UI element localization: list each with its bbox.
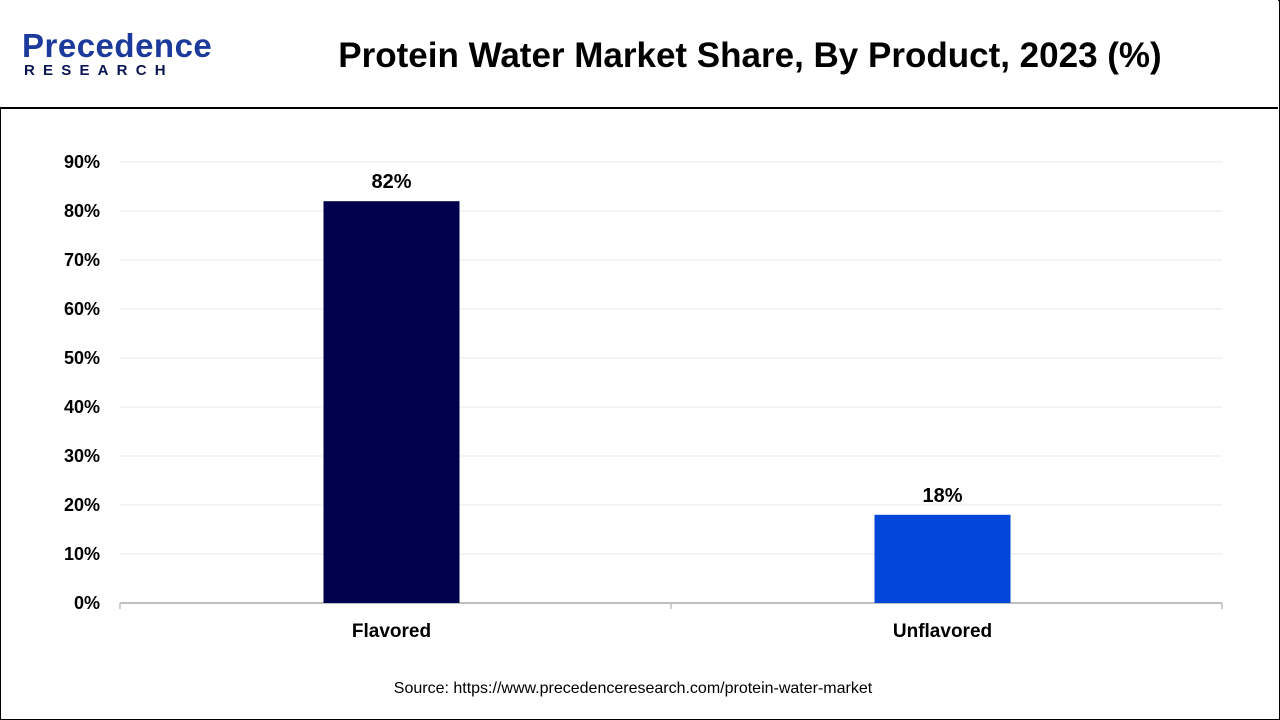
logo-tagline: RESEARCH (24, 62, 174, 79)
logo-name: Precedence (22, 27, 213, 64)
source-note: Source: https://www.precedenceresearch.c… (393, 680, 873, 697)
y-tick-label: 30% (64, 446, 100, 466)
x-tick-label: Unflavored (893, 621, 992, 642)
y-tick-label: 70% (64, 250, 100, 270)
x-tick-label: Flavored (352, 621, 431, 642)
bar-unflavored (874, 514, 1011, 603)
y-tick-label: 60% (64, 299, 100, 319)
data-label: 18% (922, 485, 962, 507)
y-tick-label: 80% (64, 201, 100, 221)
bar-flavored (323, 201, 460, 603)
precedence-research-logo: Precedence RESEARCH (22, 28, 212, 84)
y-tick-label: 10% (64, 544, 100, 564)
bar-chart: 0% 10% 20% 30% 40% 50% 60% 70% 80% 90% 82% Flavored… (64, 152, 1223, 642)
y-tick-label: 50% (64, 348, 100, 368)
header: Precedence RESEARCH Protein Water Market… (0, 0, 1278, 109)
y-tick-label: 20% (64, 495, 100, 515)
chart-title: Protein Water Market Share, By Product, … (338, 36, 1162, 75)
data-label: 82% (371, 171, 411, 193)
y-tick-label: 90% (64, 152, 100, 172)
y-tick-label: 0% (74, 593, 100, 613)
y-tick-label: 40% (64, 397, 100, 417)
